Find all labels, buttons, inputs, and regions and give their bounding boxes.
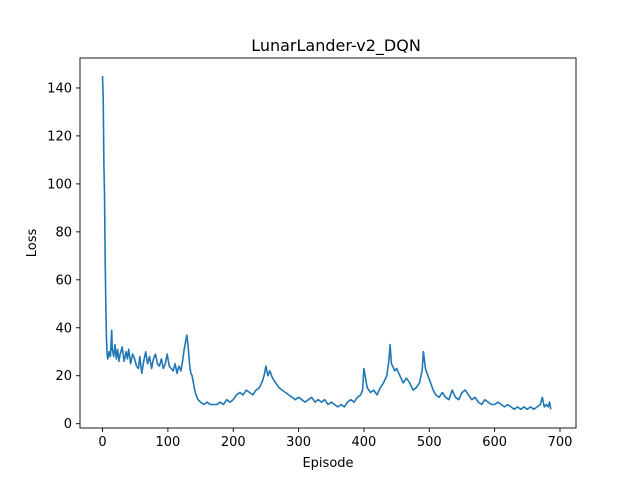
y-axis-ticks: 0 20 40 60 80 100 120 140 <box>47 81 80 432</box>
y-tick-label: 20 <box>55 369 72 384</box>
y-tick-label: 80 <box>55 225 72 240</box>
x-tick-label: 600 <box>482 435 507 450</box>
x-tick-label: 100 <box>155 435 180 450</box>
y-axis-label: Loss <box>25 229 40 258</box>
y-tick-label: 60 <box>55 273 72 288</box>
x-tick-label: 400 <box>352 435 377 450</box>
chart-title: LunarLander-v2_DQN <box>251 36 421 56</box>
y-tick-label: 140 <box>47 81 72 96</box>
x-axis-label: Episode <box>302 456 353 471</box>
x-tick-label: 700 <box>548 435 573 450</box>
x-tick-label: 200 <box>221 435 246 450</box>
plot-area <box>101 75 552 411</box>
x-tick-label: 0 <box>98 435 106 450</box>
loss-series-line <box>101 75 552 411</box>
x-tick-label: 300 <box>286 435 311 450</box>
x-axis-ticks: 0 100 200 300 400 500 600 700 <box>98 428 572 450</box>
y-tick-label: 100 <box>47 177 72 192</box>
y-tick-label: 0 <box>64 417 72 432</box>
y-tick-label: 120 <box>47 129 72 144</box>
x-tick-label: 500 <box>417 435 442 450</box>
axes-frame <box>79 57 577 429</box>
y-tick-label: 40 <box>55 321 72 336</box>
